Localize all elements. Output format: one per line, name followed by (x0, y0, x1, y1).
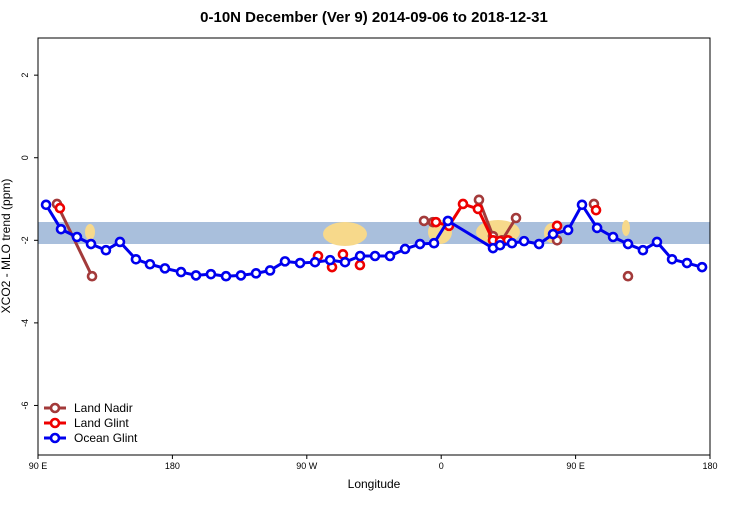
data-point (473, 194, 485, 206)
data-point (399, 243, 411, 255)
data-point (384, 250, 396, 262)
data-point (494, 239, 506, 251)
data-point (144, 258, 156, 270)
x-tick-label: 90 E (566, 461, 585, 471)
data-point (220, 270, 232, 282)
data-point (205, 268, 217, 280)
series (40, 199, 708, 282)
data-point (175, 266, 187, 278)
y-tick-label: -4 (20, 319, 30, 327)
data-point (472, 203, 484, 215)
data-point (130, 253, 142, 265)
data-point (591, 222, 603, 234)
data-point (339, 256, 351, 268)
legend-marker (49, 402, 61, 414)
data-point (71, 231, 83, 243)
data-point (324, 254, 336, 266)
land-patch (622, 220, 630, 236)
data-point (114, 236, 126, 248)
data-point (418, 215, 430, 227)
data-point (294, 257, 306, 269)
land-patch (323, 222, 367, 246)
x-tick-label: 0 (439, 461, 444, 471)
data-point (264, 265, 276, 276)
data-point (190, 270, 202, 281)
data-point (518, 235, 530, 247)
data-point (40, 199, 52, 211)
data-point (651, 236, 663, 248)
data-point (279, 256, 291, 267)
x-tick-label: 90 W (296, 461, 318, 471)
y-tick-label: -2 (20, 236, 30, 244)
legend-label: Land Glint (74, 416, 129, 430)
data-point (309, 256, 321, 268)
data-point (354, 250, 366, 262)
land-patch (85, 224, 95, 240)
data-point (428, 237, 440, 249)
data-point (562, 224, 574, 236)
data-point (159, 263, 171, 274)
data-point (414, 238, 426, 250)
data-point (622, 270, 634, 282)
legend-marker (49, 432, 61, 444)
y-axis-label: XCO2 - MLO trend (ppm) (0, 179, 13, 314)
data-point (54, 202, 66, 214)
y-tick-label: 2 (20, 73, 30, 78)
data-point (576, 199, 588, 211)
legend-label: Land Nadir (74, 401, 133, 415)
data-point (457, 198, 469, 210)
data-point (86, 270, 98, 282)
x-tick-label: 90 E (29, 461, 48, 471)
x-axis-label: Longitude (348, 477, 401, 491)
data-point (354, 259, 366, 271)
data-point (430, 216, 442, 228)
data-point (607, 231, 619, 243)
x-tick-label: 180 (702, 461, 717, 471)
data-point (681, 257, 693, 269)
data-point (622, 238, 634, 250)
data-point (235, 270, 247, 281)
data-point (100, 244, 112, 256)
data-point (696, 261, 708, 273)
data-point (250, 268, 262, 279)
ocean-band (38, 222, 710, 244)
data-point (442, 215, 454, 227)
data-point (590, 204, 602, 216)
data-point (55, 223, 67, 235)
y-tick-label: -6 (20, 401, 30, 409)
x-tick-label: 180 (165, 461, 180, 471)
data-point (547, 228, 559, 240)
data-point (637, 244, 649, 256)
data-point (533, 238, 545, 250)
plot-frame (37, 37, 711, 456)
map-band (38, 220, 710, 246)
data-point (85, 238, 97, 250)
data-point (369, 250, 381, 262)
y-tick-label: 0 (20, 155, 30, 160)
data-point (506, 237, 518, 249)
legend-marker (49, 417, 61, 429)
legend-label: Ocean Glint (74, 431, 138, 445)
data-point (666, 253, 678, 265)
chart-title: 0-10N December (Ver 9) 2014-09-06 to 201… (200, 9, 548, 26)
data-point (551, 220, 563, 232)
data-point (510, 212, 522, 224)
